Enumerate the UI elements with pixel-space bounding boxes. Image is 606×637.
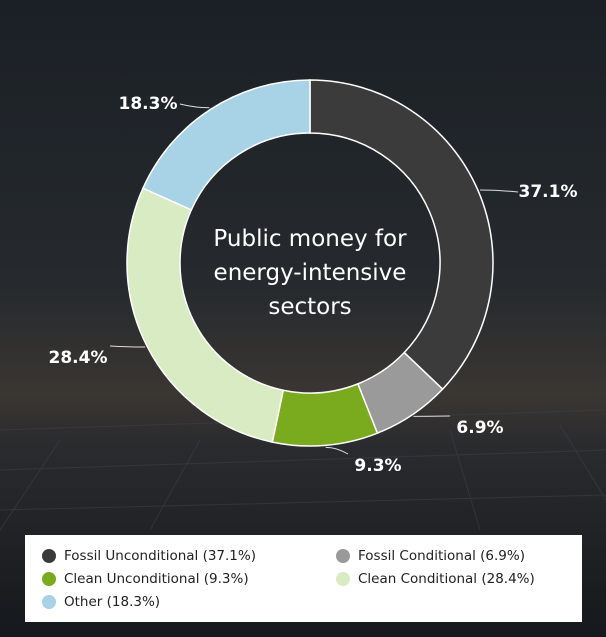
data-label: 6.9% <box>456 418 503 438</box>
legend-marker <box>42 572 56 586</box>
legend-label: Clean Conditional (28.4%) <box>358 571 535 587</box>
legend-box <box>25 535 582 622</box>
donut-segment <box>141 79 311 211</box>
data-label: 37.1% <box>519 182 578 202</box>
leader-line <box>179 103 210 109</box>
legend-label: Clean Unconditional (9.3%) <box>64 571 249 587</box>
legend-marker <box>336 572 350 586</box>
chart-title: Public money for energy-intensive sector… <box>213 226 407 320</box>
data-label: 18.3% <box>119 94 178 114</box>
donut-segment <box>309 79 494 391</box>
legend-label: Other (18.3%) <box>64 594 160 610</box>
donut-segment <box>271 382 379 447</box>
leader-line <box>325 446 349 455</box>
legend-marker <box>336 549 350 563</box>
legend-label: Fossil Unconditional (37.1%) <box>64 548 256 564</box>
leader-line <box>480 189 519 193</box>
legend-marker <box>42 595 56 609</box>
data-label: 28.4% <box>49 348 108 368</box>
legend-label: Fossil Conditional (6.9%) <box>358 548 525 564</box>
leader-line <box>109 345 146 348</box>
legend-marker <box>42 549 56 563</box>
data-label: 9.3% <box>354 456 401 476</box>
